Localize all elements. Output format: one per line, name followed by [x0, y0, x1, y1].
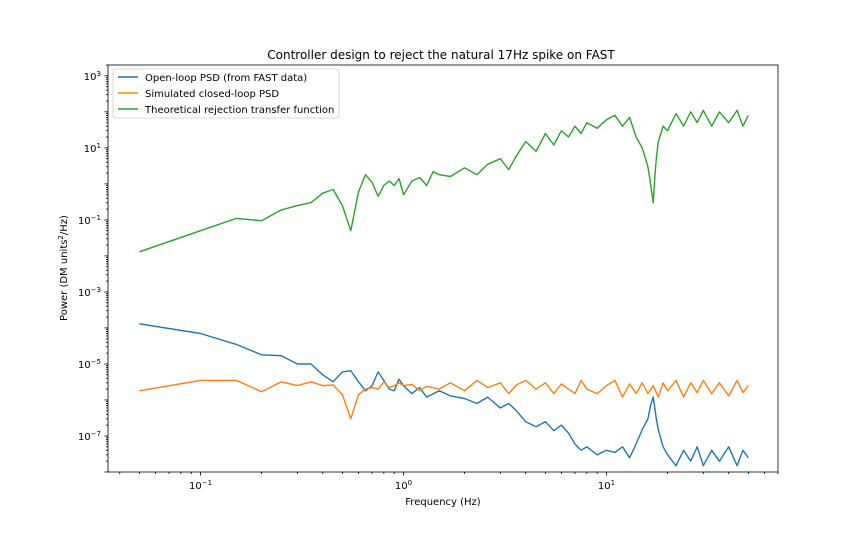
y-axis-label-suffix: /Hz) [59, 215, 70, 235]
legend-label-open-loop: Open-loop PSD (from FAST data) [145, 73, 307, 84]
x-tick-exponent: 1 [611, 479, 615, 487]
x-tick-label: 100 [395, 479, 412, 492]
y-tick-exponent: 3 [97, 70, 101, 78]
y-tick-base: 10 [78, 216, 91, 227]
x-tick-label: 10−1 [189, 479, 212, 492]
y-tick-exponent: −1 [91, 214, 101, 222]
y-axis-label: Power (DM units2/Hz) [57, 215, 70, 321]
x-axis-label: Frequency (Hz) [405, 497, 481, 508]
plot-lines [139, 109, 749, 467]
legend-label-closed-loop: Simulated closed-loop PSD [145, 89, 279, 100]
y-axis-label-prefix: Power (DM units [59, 240, 70, 321]
legend-label-rejection: Theoretical rejection transfer function [144, 105, 334, 116]
y-tick-base: 10 [78, 360, 91, 371]
legend-box [112, 68, 340, 119]
y-tick-exponent: −3 [91, 286, 101, 294]
y-tick-label: 10−5 [78, 358, 101, 371]
x-tick-label: 101 [598, 479, 615, 492]
rejection-transfer-line [139, 109, 749, 253]
x-tick-base: 10 [189, 481, 202, 492]
y-tick-base: 10 [84, 72, 97, 83]
legend: Open-loop PSD (from FAST data) Simulated… [112, 68, 340, 119]
plot-frame [107, 64, 779, 473]
y-tick-label: 10−7 [78, 430, 101, 443]
open-loop-psd-line [139, 323, 749, 467]
y-tick-base: 10 [78, 288, 91, 299]
y-tick-base: 10 [84, 144, 97, 155]
y-tick-exponent: 1 [97, 142, 101, 150]
closed-loop-psd-line [139, 379, 749, 420]
y-tick-base: 10 [78, 432, 91, 443]
y-tick-exponent: −5 [91, 358, 101, 366]
y-tick-exponent: −7 [91, 430, 101, 438]
chart-title: Controller design to reject the natural … [267, 48, 615, 62]
y-tick-label: 103 [84, 70, 101, 83]
x-tick-base: 10 [598, 481, 611, 492]
x-tick-exponent: −1 [202, 479, 212, 487]
x-axis-ticks: 10−1 100 101 [119, 472, 779, 492]
x-tick-base: 10 [395, 481, 408, 492]
y-tick-label: 10−3 [78, 286, 101, 299]
x-tick-exponent: 0 [408, 479, 412, 487]
y-tick-label: 10−1 [78, 214, 101, 227]
y-axis-label-superscript: 2 [57, 235, 65, 239]
y-tick-label: 101 [84, 142, 101, 155]
